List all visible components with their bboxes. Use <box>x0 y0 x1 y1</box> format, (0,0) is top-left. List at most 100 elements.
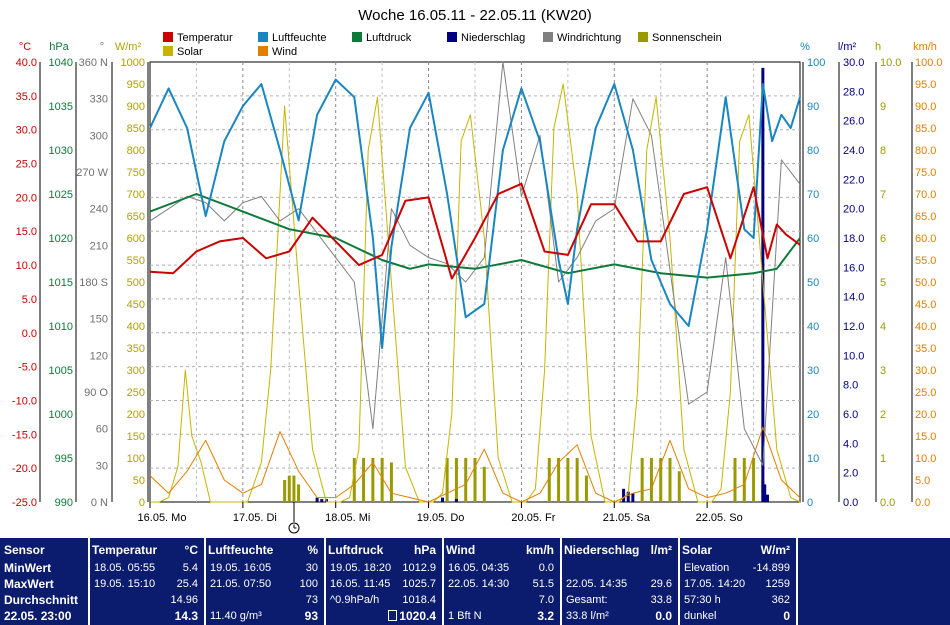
solar-max-row: 17.05. 14:20 1259 <box>682 576 794 592</box>
solar-elevation-label: Elevation <box>684 562 730 574</box>
sunshine-bar <box>454 458 458 502</box>
stats-pressure-column: Luftdruck hPa 19.05. 18:20 1012.9 16.05. 1… <box>328 540 440 625</box>
humidity-tick-label: 50 <box>807 277 819 289</box>
sunshine-bar <box>557 458 561 502</box>
luftdruck-line <box>149 193 801 279</box>
axis-units: °C hPa ° W/m²% l/m² h km/h <box>19 41 937 53</box>
temperature-max-row: 19.05. 15:10 25.4 <box>92 576 202 592</box>
pressure-tick-label: 1040 <box>49 57 73 69</box>
pressure-title: Luftdruck <box>328 543 384 557</box>
direction-tick-label: 180 S <box>79 277 108 289</box>
direction-tick-label: 300 <box>90 130 108 142</box>
solar-tick-label: 100 <box>127 453 145 465</box>
wind-tick-label: 30.0 <box>915 365 936 377</box>
humidity-tick-label: 10 <box>807 453 819 465</box>
temperature-tick-label: -15.0 <box>12 429 37 441</box>
x-axis-labels: 16.05. Mo 17.05. Di 18.05. Mi 19.05. Do 20.0… <box>138 502 743 524</box>
sunshine-bar <box>752 458 756 502</box>
rain-bar <box>631 493 635 502</box>
humidity-current-row: 11.40 g/m³ 93 <box>208 608 322 624</box>
pressure-tick-label: 995 <box>55 453 73 465</box>
humidity-max-value: 100 <box>299 578 318 590</box>
pressure-tick-label: 1005 <box>49 365 73 377</box>
rain-total-row: Gesamt: 33.8 <box>564 592 676 608</box>
wind-tick-label: 70.0 <box>915 189 936 201</box>
sunshine-bar <box>566 458 570 502</box>
stats-temperature-column: Temperatur °C 18.05. 05:55 5.4 19.05. 15:1… <box>92 540 202 625</box>
solar-sun-value: 362 <box>771 594 790 606</box>
solar-tick-label: 500 <box>127 277 145 289</box>
temperatur-line <box>149 182 801 280</box>
rain-max-row: 22.05. 14:35 29.6 <box>564 576 676 592</box>
wind-tick-label: 10.0 <box>915 453 936 465</box>
solar-tick-label: 250 <box>127 387 145 399</box>
axes: 40.035.030.025.020.015.010.05.00.0-5.0-1… <box>12 57 943 509</box>
sunshine-bar <box>659 458 663 502</box>
wind-tick-label: 85.0 <box>915 123 936 135</box>
rain-tick-label: 2.0 <box>843 468 858 480</box>
wind-tick-label: 90.0 <box>915 101 936 113</box>
clock-icon <box>288 502 300 534</box>
solar-tick-label: 800 <box>127 145 145 157</box>
legend-label: Wind <box>272 46 297 58</box>
solar-tick-label: 50 <box>133 475 145 487</box>
wind-line <box>149 426 801 503</box>
wind-tick-label: 0.0 <box>915 497 930 509</box>
rain-tick-label: 30.0 <box>843 57 864 69</box>
wind-min-time: 16.05. 04:35 <box>448 562 510 574</box>
legend-swatch <box>163 46 173 56</box>
rain-tick-label: 26.0 <box>843 116 864 128</box>
direction-tick-label: 0 N <box>91 497 108 509</box>
wind-max-time: 22.05. 14:30 <box>448 578 510 590</box>
solar-tick-label: 550 <box>127 255 145 267</box>
stats-divider <box>88 538 90 625</box>
rain-tick-label: 4.0 <box>843 438 858 450</box>
x-tick-label: 22.05. So <box>696 512 743 524</box>
sunshine-bar <box>733 458 737 502</box>
temperature-tick-label: 30.0 <box>16 125 37 137</box>
sunshine-tick-label: 8 <box>880 145 886 157</box>
wind-axis-unit: km/h <box>913 41 937 53</box>
wind-title: Wind <box>446 543 476 557</box>
solar-tick-label: 700 <box>127 189 145 201</box>
pressure-min-row: 19.05. 18:20 1012.9 <box>328 560 440 576</box>
wind-avg-value: 7.0 <box>538 594 554 606</box>
temperature-tick-label: 0.0 <box>22 328 37 340</box>
wind-tick-label: 75.0 <box>915 167 936 179</box>
chart-title: Woche 16.05.11 - 22.05.11 (KW20) <box>358 7 591 24</box>
legend-swatch <box>447 32 457 42</box>
wind-tick-label: 65.0 <box>915 211 936 223</box>
rain-tick-label: 24.0 <box>843 145 864 157</box>
pressure-tick-label: 1025 <box>49 189 73 201</box>
sensor-label: Sensor <box>4 543 45 557</box>
rain-tick-label: 0.0 <box>843 497 858 509</box>
rain-total-label: Gesamt: <box>566 594 608 606</box>
wind-tick-label: 40.0 <box>915 321 936 333</box>
temperature-axis-unit: °C <box>19 41 31 53</box>
grid <box>149 61 801 503</box>
stats-max-label: MaxWert <box>4 577 54 591</box>
pressure-tick-label: 1020 <box>49 233 73 245</box>
wind-tick-label: 20.0 <box>915 409 936 421</box>
temperature-tick-label: 40.0 <box>16 57 37 69</box>
rain-bar <box>315 497 319 502</box>
direction-tick-label: 360 N <box>79 57 108 69</box>
wind-current-value: 3.2 <box>537 609 554 623</box>
wind-tick-label: 45.0 <box>915 299 936 311</box>
stats-divider <box>678 538 680 625</box>
solar-elevation-row: Elevation -14.899 <box>682 560 794 576</box>
wind-tick-label: 95.0 <box>915 79 936 91</box>
pressure-avg-value: 1018.4 <box>402 594 436 606</box>
temperature-tick-label: 25.0 <box>16 159 37 171</box>
pressure-min-time: 19.05. 18:20 <box>330 562 392 574</box>
pressure-max-time: 16.05. 11:45 <box>330 578 391 590</box>
solar-axis-unit: W/m² <box>115 41 142 53</box>
humidity-tick-label: 60 <box>807 233 819 245</box>
humidity-unit: % <box>307 543 318 557</box>
temperature-min-value: 5.4 <box>182 562 198 574</box>
legend: Temperatur Luftfeuchte Luftdruck Niederschl… <box>163 32 722 58</box>
direction-tick-label: 270 W <box>76 167 108 179</box>
sunshine-bar <box>371 458 375 502</box>
solar-max-time: 17.05. 14:20 <box>684 578 746 590</box>
rain-axis-unit: l/m² <box>838 41 857 53</box>
